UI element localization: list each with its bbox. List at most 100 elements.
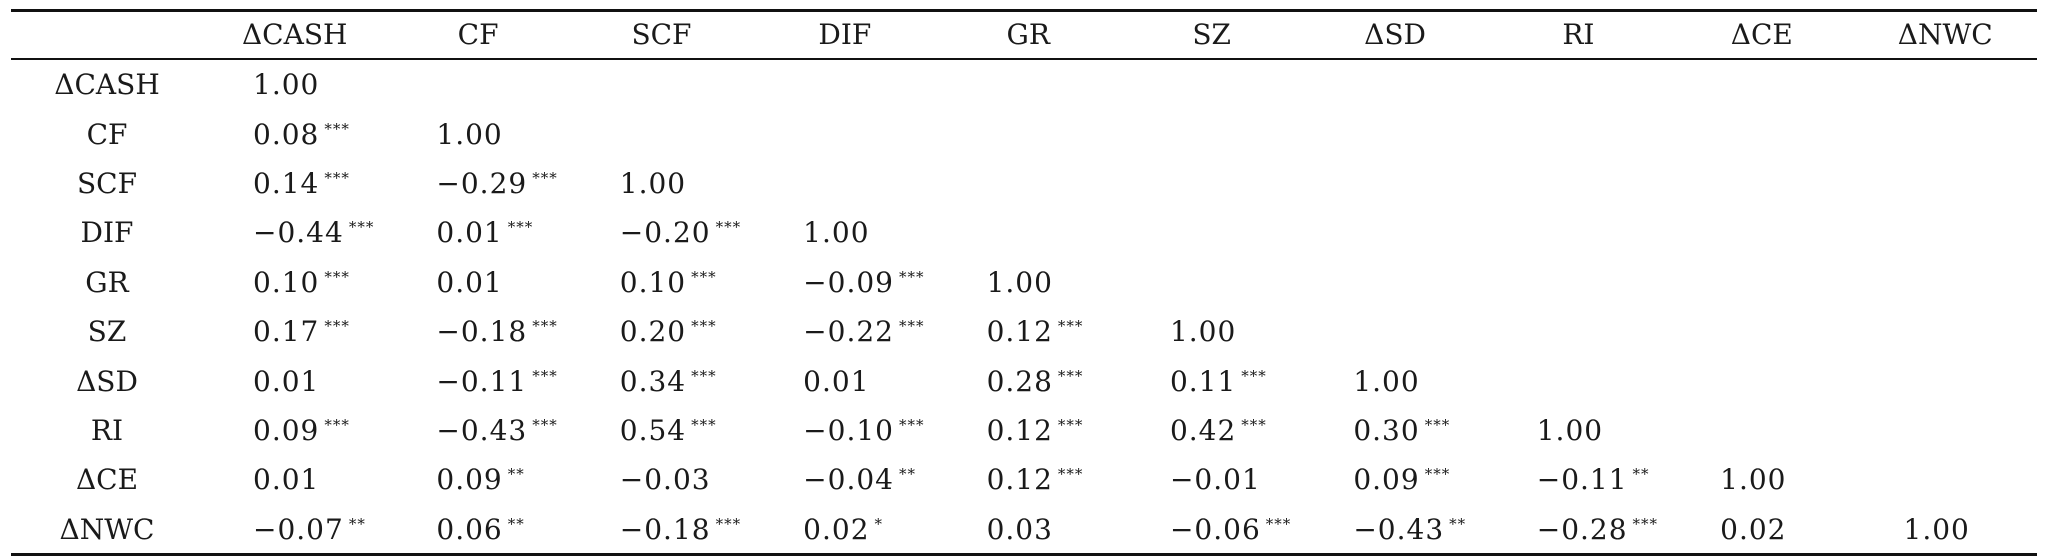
table-cell: 0.14 ***: [203, 159, 386, 208]
correlation-table: ΔCASH CF SCF DIF GR SZ ΔSD RI ΔCE ΔNWC Δ…: [11, 10, 2037, 554]
table-cell: 0.12 ***: [937, 455, 1120, 504]
table-cell: 0.17 ***: [203, 307, 386, 356]
table-cell: −0.20 ***: [570, 208, 753, 257]
table-cell: [1120, 159, 1303, 208]
table-cell: −0.07 **: [203, 505, 386, 554]
cell-value: −0.11: [1536, 463, 1628, 497]
cell-value: −0.44: [253, 216, 344, 250]
significance-stars: ***: [898, 415, 925, 434]
table-cell: −0.28 ***: [1487, 505, 1670, 554]
table-cell: 0.09 ***: [203, 406, 386, 455]
header-cell: SZ: [1192, 17, 1231, 51]
table-cell: [1854, 455, 2037, 504]
table-cell: [1670, 307, 1853, 356]
cell-value: 1.00: [986, 265, 1053, 299]
row-label: RI: [90, 413, 124, 447]
table-cell: 0.09 ***: [1303, 455, 1486, 504]
table-cell: 0.34 ***: [570, 356, 753, 405]
cell-value: 0.01: [253, 463, 320, 497]
table-cell: [570, 109, 753, 158]
table-cell: 1.00: [1303, 356, 1486, 405]
cell-value: 0.01: [436, 216, 503, 250]
cell-value: −0.06: [1169, 512, 1261, 546]
cell-value: 0.10: [253, 265, 320, 299]
table-cell: [1670, 109, 1853, 158]
table-cell: 0.12 ***: [937, 406, 1120, 455]
table-cell: 0.01: [753, 356, 936, 405]
table-cell: [1854, 258, 2037, 307]
significance-stars: ***: [324, 415, 350, 434]
table-row: CF 0.08 *** 1.00: [11, 109, 2037, 158]
significance-stars: ***: [1241, 366, 1267, 385]
table-cell: 0.01: [386, 258, 569, 307]
significance-stars: ***: [898, 317, 925, 336]
cell-value: 0.10: [619, 265, 687, 299]
table-row: GR 0.10 *** 0.01 0.10 *** −0.09 *** 1.00: [11, 258, 2037, 307]
header-cell: DIF: [818, 17, 872, 51]
table-cell: −0.22 ***: [753, 307, 936, 356]
significance-stars: ***: [1424, 465, 1451, 484]
table-row: SCF 0.14 *** −0.29 *** 1.00: [11, 159, 2037, 208]
table-cell: [1303, 58, 1486, 109]
table-cell: [1670, 58, 1853, 109]
table-cell: [937, 58, 1120, 109]
cell-value: 1.00: [1903, 512, 1970, 546]
row-label: GR: [85, 265, 129, 299]
table-cell: [1303, 307, 1486, 356]
cell-value: 1.00: [1169, 315, 1237, 349]
cell-value: −0.11: [436, 364, 528, 398]
table-cell: [1120, 58, 1303, 109]
header-cell: GR: [1006, 17, 1050, 51]
cell-value: 0.01: [253, 364, 320, 398]
table-cell: [1487, 159, 1670, 208]
significance-stars: ***: [1057, 317, 1084, 336]
significance-stars: ***: [1424, 415, 1451, 434]
cell-value: 1.00: [1353, 364, 1420, 398]
table-cell: 0.01: [203, 455, 386, 504]
cell-value: −0.18: [619, 512, 711, 546]
table-cell: 1.00: [386, 109, 569, 158]
table-cell: 1.00: [1854, 505, 2037, 554]
table-cell: 1.00: [753, 208, 936, 257]
significance-stars: ***: [715, 514, 742, 533]
significance-stars: ***: [532, 415, 558, 434]
table-cell: [1854, 208, 2037, 257]
cell-value: 0.01: [803, 364, 870, 398]
significance-stars: **: [1449, 514, 1467, 533]
row-label: ΔSD: [76, 364, 138, 398]
table-cell: 0.28 ***: [937, 356, 1120, 405]
significance-stars: ***: [1057, 415, 1084, 434]
table-cell: [937, 208, 1120, 257]
table-cell: −0.29 ***: [386, 159, 569, 208]
significance-stars: ***: [532, 317, 558, 336]
significance-stars: ***: [1057, 465, 1084, 484]
row-label: ΔCASH: [54, 68, 160, 102]
cell-value: 0.12: [986, 463, 1053, 497]
cell-value: 1.00: [619, 166, 687, 200]
cell-value: 0.09: [253, 413, 320, 447]
cell-value: 0.03: [986, 512, 1053, 546]
table-cell: [1120, 109, 1303, 158]
cell-value: −0.43: [1353, 512, 1445, 546]
cell-value: 0.02: [803, 512, 870, 546]
significance-stars: ***: [348, 218, 375, 237]
table-cell: [1487, 307, 1670, 356]
significance-stars: ***: [507, 218, 534, 237]
table-cell: 0.30 ***: [1303, 406, 1486, 455]
header-row: ΔCASH CF SCF DIF GR SZ ΔSD RI ΔCE ΔNWC: [11, 10, 2037, 58]
table-row: RI 0.09 *** −0.43 *** 0.54 *** −0.10 *** 0.12 *** 0…: [11, 406, 2037, 455]
cell-value: −0.07: [253, 512, 344, 546]
cell-value: 0.09: [436, 463, 503, 497]
table-row: ΔCASH 1.00: [11, 58, 2037, 109]
table-cell: [753, 159, 936, 208]
significance-stars: ***: [532, 168, 558, 187]
table-cell: [1303, 109, 1486, 158]
table-cell: [1303, 258, 1486, 307]
significance-stars: ***: [1057, 366, 1084, 385]
cell-value: 0.30: [1353, 413, 1420, 447]
table-row: ΔNWC −0.07 ** 0.06 ** −0.18 *** 0.02 * 0.03 −0.06 *…: [11, 505, 2037, 554]
table-cell: [1854, 406, 2037, 455]
significance-stars: ***: [324, 317, 350, 336]
row-label: SZ: [87, 315, 127, 349]
cell-value: 0.42: [1169, 413, 1237, 447]
